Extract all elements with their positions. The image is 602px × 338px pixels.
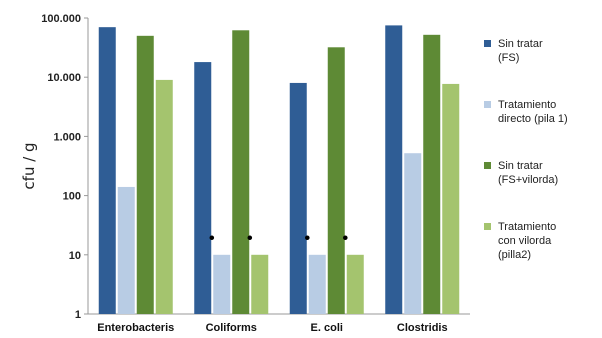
x-axis-categories: Enterobacteris Coliforms E. coli Clostridis [97,322,447,334]
legend-label: (FS+vilorda) [498,174,558,186]
x-category-label: Clostridis [397,322,448,334]
annotations: • • • • [209,230,349,247]
legend-label: (FS) [498,52,519,64]
y-axis-label: cfu / g [20,142,38,189]
x-category-label: Coliforms [206,322,257,334]
legend-label: con vilorda [498,235,552,247]
plot-area: 1 10 100 1.000 10.000 100.000 • • • • Enterobact… [41,13,470,334]
legend-label: Sin tratar [498,160,543,172]
legend-swatch [484,101,491,108]
bars [98,25,460,315]
legend-label: (pilla2) [498,249,531,261]
y-tick-label: 100.000 [41,13,81,25]
y-tick-label: 100 [63,191,81,203]
bar [423,34,441,315]
bar [232,30,250,315]
bar [117,186,135,314]
significance-marker: • [304,230,310,247]
bar [327,47,345,315]
legend-swatch [484,40,491,47]
bar [98,27,116,314]
y-tick-label: 1.000 [53,131,81,143]
bar [346,254,364,314]
bar [251,254,269,314]
bar [385,25,403,315]
y-tick-label: 10.000 [47,72,81,84]
bar [404,153,422,314]
y-tick-label: 10 [69,250,81,262]
bar [194,62,212,315]
legend-label: Tratamiento [498,221,556,233]
significance-marker: • [342,230,348,247]
bar [442,83,460,315]
legend-swatch [484,223,491,230]
bar [136,35,154,314]
x-category-label: E. coli [311,322,343,334]
legend-label: directo (pila 1) [498,113,568,125]
bar [308,254,326,314]
legend: Sin tratar (FS) Tratamiento directo (pila 1… [484,38,568,261]
legend-label: Tratamiento [498,99,556,111]
bar [289,82,307,314]
significance-marker: • [209,230,215,247]
y-axis-ticks: 1 10 100 1.000 10.000 100.000 [41,13,88,321]
bar [155,79,173,314]
bar [213,254,231,314]
significance-marker: • [247,230,253,247]
x-category-label: Enterobacteris [97,322,174,334]
legend-swatch [484,162,491,169]
legend-label: Sin tratar [498,38,543,50]
y-tick-label: 1 [75,309,81,321]
